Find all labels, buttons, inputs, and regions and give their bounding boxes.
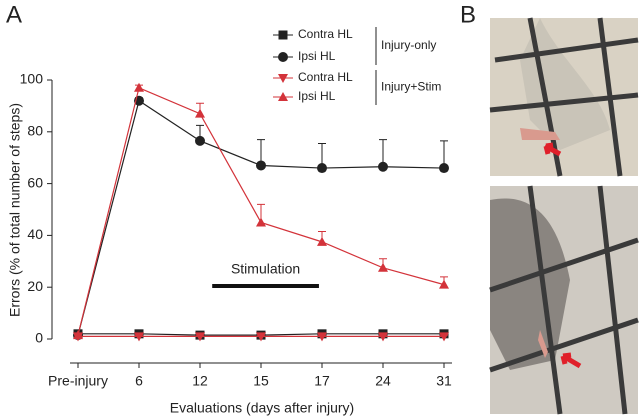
y-tick-label: 40 xyxy=(27,226,43,242)
legend-label: Ipsi HL xyxy=(298,89,336,103)
data-point xyxy=(134,332,144,342)
y-axis-label: Errors (% of total number of steps) xyxy=(7,103,23,317)
y-tick-label: 100 xyxy=(20,71,44,87)
x-axis-label: Evaluations (days after injury) xyxy=(170,400,354,416)
data-point xyxy=(317,163,327,174)
data-point xyxy=(439,332,449,342)
data-point xyxy=(256,160,266,171)
y-tick-label: 20 xyxy=(27,278,43,294)
data-point xyxy=(195,135,205,146)
data-point xyxy=(317,236,327,246)
data-point xyxy=(256,332,266,342)
legend-group-label: Injury-only xyxy=(381,38,436,52)
x-tick-label: 24 xyxy=(375,373,391,389)
legend-marker xyxy=(278,92,288,101)
data-point xyxy=(378,332,388,342)
legend-marker xyxy=(278,52,288,62)
x-tick-label: 31 xyxy=(436,373,452,389)
data-point xyxy=(439,279,449,289)
legend-group-label: Injury+Stim xyxy=(381,80,441,94)
x-tick-label: 12 xyxy=(192,373,208,389)
data-point xyxy=(378,262,388,272)
panel-label: A xyxy=(6,1,22,28)
legend-label: Contra HL xyxy=(298,70,353,84)
x-tick-label: 15 xyxy=(253,373,269,389)
data-point xyxy=(439,163,449,174)
legend-label: Contra HL xyxy=(298,27,353,41)
data-point xyxy=(134,82,144,92)
legend-label: Ipsi HL xyxy=(298,49,336,63)
data-point xyxy=(256,217,266,227)
data-point xyxy=(73,330,83,340)
x-tick-label: 17 xyxy=(314,373,330,389)
photo-top xyxy=(489,17,639,177)
legend-marker xyxy=(278,30,288,40)
x-tick-label: Pre-injury xyxy=(48,373,108,389)
annotation: Stimulation xyxy=(231,261,300,277)
x-tick-label: 6 xyxy=(135,373,143,389)
legend-marker xyxy=(278,74,288,83)
data-point xyxy=(378,161,388,172)
y-tick-label: 80 xyxy=(27,123,43,139)
data-point xyxy=(195,108,205,118)
panel-label: B xyxy=(460,1,476,28)
y-tick-label: 60 xyxy=(27,174,43,190)
y-tick-label: 0 xyxy=(35,330,43,346)
data-point xyxy=(195,332,205,342)
photo-bottom xyxy=(489,185,639,415)
data-point xyxy=(317,332,327,342)
